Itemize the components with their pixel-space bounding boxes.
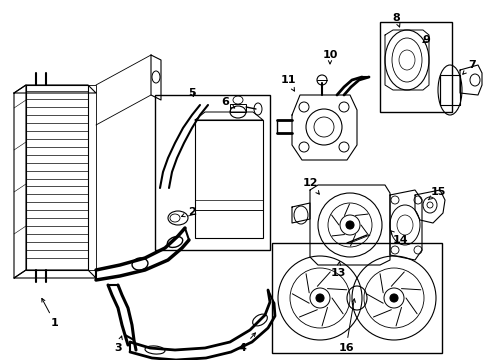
Text: 16: 16 [338, 299, 355, 353]
Text: 7: 7 [463, 60, 476, 74]
Bar [272, 243, 442, 353]
Text: 14: 14 [390, 230, 408, 245]
Bar [230, 104, 246, 112]
Text: 10: 10 [322, 50, 338, 64]
Text: 8: 8 [392, 13, 400, 27]
Bar [380, 22, 452, 112]
Bar [26, 85, 88, 270]
Bar [88, 85, 96, 270]
Ellipse shape [316, 294, 324, 302]
Ellipse shape [390, 294, 398, 302]
Text: 2: 2 [182, 207, 196, 217]
Text: 1: 1 [42, 298, 59, 328]
Text: 12: 12 [302, 178, 319, 194]
Text: 11: 11 [280, 75, 296, 91]
Bar [195, 120, 263, 238]
Text: 5: 5 [188, 88, 196, 98]
Text: 15: 15 [428, 187, 446, 200]
Text: 4: 4 [238, 333, 255, 353]
Ellipse shape [346, 221, 354, 229]
Text: 3: 3 [114, 336, 122, 353]
Text: 6: 6 [221, 97, 235, 108]
Bar [155, 95, 270, 250]
Bar [195, 200, 263, 210]
Text: 9: 9 [422, 35, 430, 45]
Text: 13: 13 [330, 262, 345, 278]
